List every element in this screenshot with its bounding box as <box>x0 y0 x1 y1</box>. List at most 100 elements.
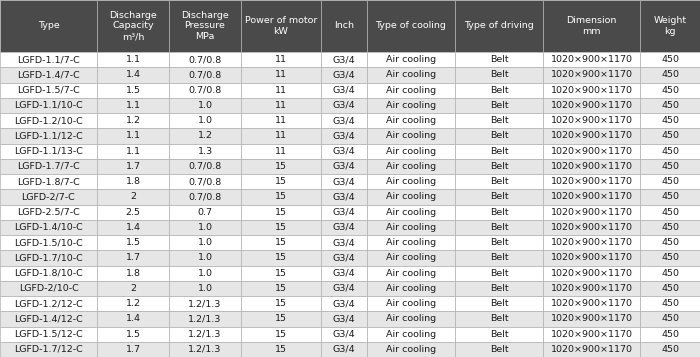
Bar <box>367 0 455 52</box>
Text: 15: 15 <box>275 330 287 339</box>
Text: 1020×900×1170: 1020×900×1170 <box>550 162 633 171</box>
Text: 15: 15 <box>275 162 287 171</box>
Text: Air cooling: Air cooling <box>386 253 436 262</box>
Bar <box>169 250 241 266</box>
Bar <box>97 144 169 159</box>
Text: 1.0: 1.0 <box>197 268 213 278</box>
Bar <box>640 174 700 189</box>
Bar <box>241 67 321 82</box>
Bar <box>321 128 367 144</box>
Bar <box>543 128 640 144</box>
Bar <box>367 342 455 357</box>
Bar <box>169 67 241 82</box>
Text: 1020×900×1170: 1020×900×1170 <box>550 70 633 79</box>
Text: G3/4: G3/4 <box>332 330 356 339</box>
Text: 1020×900×1170: 1020×900×1170 <box>550 208 633 217</box>
Bar <box>455 311 543 327</box>
Text: 1.1: 1.1 <box>125 55 141 64</box>
Text: 1.2: 1.2 <box>125 116 141 125</box>
Bar <box>0 296 97 311</box>
Text: 450: 450 <box>661 284 679 293</box>
Bar <box>241 128 321 144</box>
Bar <box>640 327 700 342</box>
Text: Air cooling: Air cooling <box>386 177 436 186</box>
Bar <box>321 82 367 98</box>
Bar <box>169 220 241 235</box>
Bar <box>97 327 169 342</box>
Bar <box>640 159 700 174</box>
Text: 1.7: 1.7 <box>125 162 141 171</box>
Text: 15: 15 <box>275 268 287 278</box>
Text: Belt: Belt <box>490 86 508 95</box>
Bar <box>455 174 543 189</box>
Bar <box>241 342 321 357</box>
Bar <box>241 281 321 296</box>
Bar <box>169 144 241 159</box>
Text: G3/4: G3/4 <box>332 253 356 262</box>
Bar <box>640 128 700 144</box>
Text: 1020×900×1170: 1020×900×1170 <box>550 177 633 186</box>
Text: 1020×900×1170: 1020×900×1170 <box>550 315 633 323</box>
Text: LGFD-1.1/13-C: LGFD-1.1/13-C <box>14 147 83 156</box>
Bar <box>169 205 241 220</box>
Bar <box>455 250 543 266</box>
Text: 1020×900×1170: 1020×900×1170 <box>550 223 633 232</box>
Text: 450: 450 <box>661 208 679 217</box>
Text: 11: 11 <box>275 101 287 110</box>
Text: 450: 450 <box>661 345 679 354</box>
Bar <box>543 52 640 67</box>
Text: 450: 450 <box>661 268 679 278</box>
Bar <box>455 98 543 113</box>
Text: 1.1: 1.1 <box>125 147 141 156</box>
Bar <box>97 52 169 67</box>
Bar <box>321 98 367 113</box>
Bar <box>455 159 543 174</box>
Text: 1.2/1.3: 1.2/1.3 <box>188 315 222 323</box>
Text: Dimension
mm: Dimension mm <box>566 16 617 36</box>
Text: Belt: Belt <box>490 131 508 140</box>
Bar <box>543 235 640 250</box>
Text: G3/4: G3/4 <box>332 101 356 110</box>
Bar <box>97 82 169 98</box>
Text: Air cooling: Air cooling <box>386 147 436 156</box>
Bar <box>0 266 97 281</box>
Bar <box>321 205 367 220</box>
Bar <box>0 311 97 327</box>
Bar <box>97 0 169 52</box>
Bar <box>321 266 367 281</box>
Text: Belt: Belt <box>490 330 508 339</box>
Text: Belt: Belt <box>490 299 508 308</box>
Text: Air cooling: Air cooling <box>386 330 436 339</box>
Text: 1020×900×1170: 1020×900×1170 <box>550 330 633 339</box>
Bar <box>321 174 367 189</box>
Text: 11: 11 <box>275 55 287 64</box>
Bar <box>97 250 169 266</box>
Text: Inch: Inch <box>334 21 354 30</box>
Bar <box>455 67 543 82</box>
Text: 15: 15 <box>275 223 287 232</box>
Bar <box>321 159 367 174</box>
Bar <box>367 235 455 250</box>
Bar <box>97 98 169 113</box>
Text: 0.7/0.8: 0.7/0.8 <box>188 162 222 171</box>
Text: 1020×900×1170: 1020×900×1170 <box>550 238 633 247</box>
Text: 15: 15 <box>275 253 287 262</box>
Text: Belt: Belt <box>490 55 508 64</box>
Bar <box>455 128 543 144</box>
Bar <box>0 281 97 296</box>
Bar <box>640 266 700 281</box>
Text: LGFD-2.5/7-C: LGFD-2.5/7-C <box>17 208 80 217</box>
Text: 1.7: 1.7 <box>125 345 141 354</box>
Text: 1.0: 1.0 <box>197 223 213 232</box>
Bar <box>543 144 640 159</box>
Bar <box>543 113 640 128</box>
Text: Belt: Belt <box>490 70 508 79</box>
Text: LGFD-1.5/12-C: LGFD-1.5/12-C <box>14 330 83 339</box>
Bar <box>169 296 241 311</box>
Bar <box>640 311 700 327</box>
Text: 2: 2 <box>130 192 136 201</box>
Text: 1020×900×1170: 1020×900×1170 <box>550 284 633 293</box>
Text: 2: 2 <box>130 284 136 293</box>
Bar <box>543 67 640 82</box>
Bar <box>169 189 241 205</box>
